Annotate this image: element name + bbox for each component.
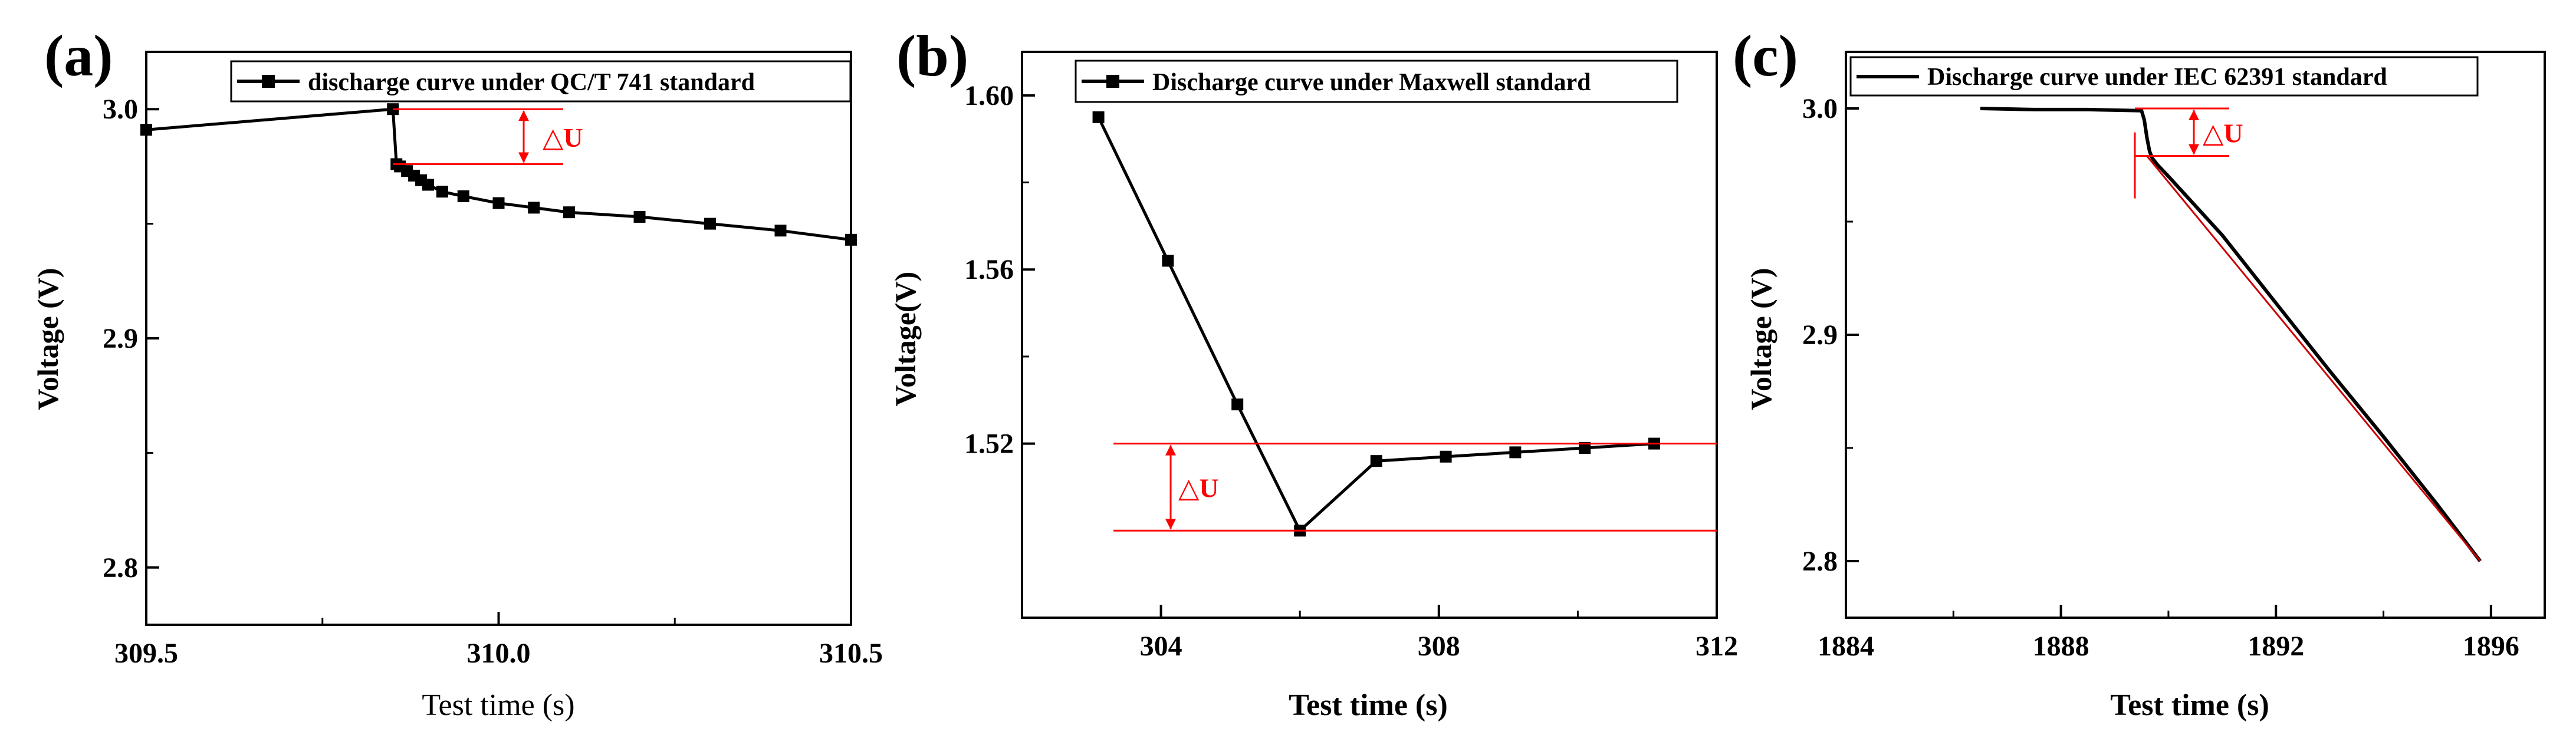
panel-label: (c) (1733, 23, 1798, 88)
delta-u-annotation: △U (1113, 443, 1717, 532)
legend-box (1075, 60, 1678, 103)
x-axis-label: Test time (s) (1289, 688, 1448, 722)
y-tick-label: 2.8 (103, 552, 138, 584)
data-point (1579, 442, 1591, 454)
data-point (845, 233, 857, 246)
x-tick-label: 1884 (1818, 631, 1874, 662)
y-tick-label: 2.8 (1802, 546, 1838, 577)
x-tick-label: 1892 (2248, 631, 2304, 662)
panel-a: (a) Voltage (V) Test time (s) discharge … (31, 23, 883, 722)
x-tick-label: 310.5 (819, 638, 883, 669)
legend-marker (262, 75, 275, 88)
data-point (1092, 111, 1105, 123)
x-tick-label: 1888 (2033, 631, 2089, 662)
legend-label: Discharge curve under Maxwell standard (1152, 69, 1591, 96)
panel-label: (b) (896, 23, 968, 88)
delta-u-label: △U (543, 123, 583, 153)
data-point (563, 206, 575, 219)
data-point (1440, 450, 1452, 463)
plot-frame (145, 51, 852, 626)
y-axis-label: Voltage (V) (31, 268, 64, 410)
delta-u-annotation: △U (393, 108, 583, 166)
panel-label: (a) (44, 23, 113, 88)
plot-frame (1021, 51, 1718, 619)
x-tick-label: 310.0 (467, 638, 531, 669)
fit-line (2146, 155, 2481, 562)
data-point (436, 186, 448, 198)
x-tick-label: 1896 (2463, 631, 2519, 662)
data-point (704, 217, 716, 230)
delta-u-annotation: △U (2134, 107, 2243, 199)
y-tick-label: 2.9 (1802, 319, 1838, 351)
legend-label: discharge curve under QC/T 741 standard (308, 69, 755, 96)
y-tick-label: 3.0 (1802, 93, 1838, 124)
legend-box (1849, 56, 2479, 97)
x-axis-label: Test time (s) (422, 688, 574, 722)
delta-u-arrow-head-up (518, 110, 529, 121)
data-point (140, 124, 152, 136)
data-point (457, 190, 469, 202)
legend-marker (1106, 75, 1119, 88)
y-axis-label: Voltage(V) (889, 272, 922, 407)
legend: Discharge curve under Maxwell standard (1075, 60, 1678, 103)
panel-b: (b) Voltage(V) Test time (s) Discharge c… (889, 23, 1738, 722)
series-line (1097, 116, 1655, 533)
x-tick-label: 309.5 (114, 638, 178, 669)
data-point (422, 179, 434, 191)
data-point (492, 197, 505, 209)
delta-u-label: △U (1178, 473, 1219, 503)
legend-label: Discharge curve under IEC 62391 standard (1927, 64, 2387, 91)
x-tick-label: 312 (1696, 631, 1738, 662)
x-tick-label: 304 (1140, 631, 1182, 662)
data-point (1162, 255, 1174, 267)
x-axis-label: Test time (s) (2110, 688, 2269, 722)
plot-frame (1845, 51, 2546, 619)
delta-u-arrow-head-up (1165, 444, 1176, 456)
series-line (1980, 107, 2482, 562)
series-line (146, 107, 852, 242)
delta-u-arrow-head-up (2189, 110, 2199, 120)
y-tick-label: 1.56 (964, 254, 1014, 285)
legend: Discharge curve under IEC 62391 standard (1849, 56, 2479, 97)
x-tick-label: 308 (1418, 631, 1460, 662)
data-point (528, 202, 540, 214)
legend: discharge curve under QC/T 741 standard (230, 60, 852, 103)
legend-box (230, 60, 852, 103)
data-point (1509, 446, 1522, 459)
y-tick-label: 2.9 (103, 323, 138, 354)
data-point (1370, 455, 1382, 467)
data-point (633, 210, 646, 223)
y-tick-label: 1.60 (964, 80, 1014, 111)
delta-u-label: △U (2203, 118, 2243, 148)
data-point (1231, 398, 1244, 411)
y-tick-label: 3.0 (103, 94, 138, 125)
data-point (774, 225, 787, 237)
delta-u-arrow-head-down (2189, 144, 2199, 155)
y-tick-label: 1.52 (964, 429, 1014, 460)
delta-u-arrow-head-down (518, 152, 529, 163)
delta-u-arrow-head-down (1165, 519, 1176, 530)
y-axis-label: Voltage (V) (1744, 268, 1777, 410)
panel-c: (c) Voltage (V) Test time (s) Discharge … (1733, 23, 2546, 722)
